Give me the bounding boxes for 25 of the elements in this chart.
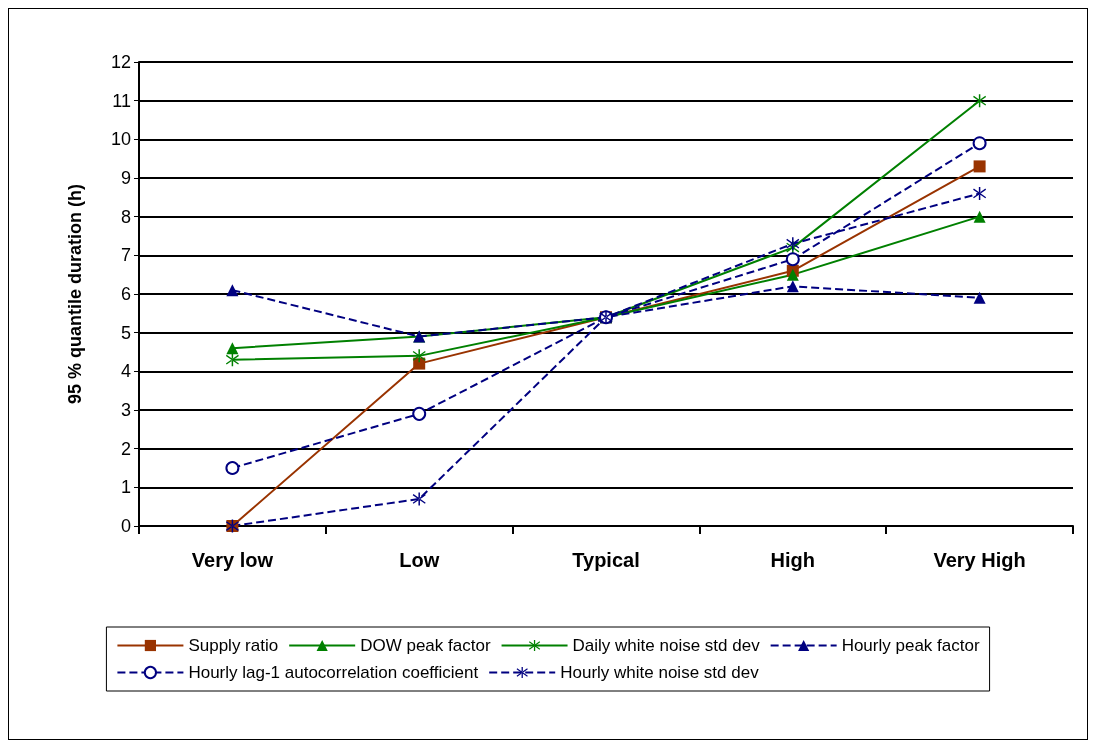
legend-label: Hourly peak factor [841,636,980,655]
x-tick-label: Low [399,549,440,571]
y-tick-label: 5 [120,322,131,343]
y-tick-label: 6 [120,284,131,304]
y-tick-label: 4 [120,361,131,382]
y-tick-label: 10 [110,129,131,150]
legend-label: Hourly lag-1 autocorrelation coefficient [188,663,479,682]
y-tick-label: 7 [120,245,131,266]
y-axis-title: 95 % quantile duration (h) [65,183,85,405]
legend-label: DOW peak factor [360,636,491,655]
y-tick-label: 12 [110,52,131,72]
y-tick-label: 3 [120,400,131,420]
legend-label: Hourly white noise std dev [560,663,760,682]
legend-label: Daily white noise std dev [572,636,761,655]
y-tick-label: 11 [112,90,131,111]
x-tick-label: Typical [572,549,640,571]
y-tick-label: 1 [120,477,131,498]
y-tick-label: 2 [120,438,131,459]
y-tick-label: 0 [120,516,131,536]
y-tick-label: 8 [120,206,131,227]
x-tick-label: High [770,549,816,571]
x-tick-label: Very low [191,549,274,571]
legend-label: Supply ratio [188,636,279,655]
y-tick-label: 9 [120,168,131,188]
x-tick-label: Very High [933,549,1026,571]
